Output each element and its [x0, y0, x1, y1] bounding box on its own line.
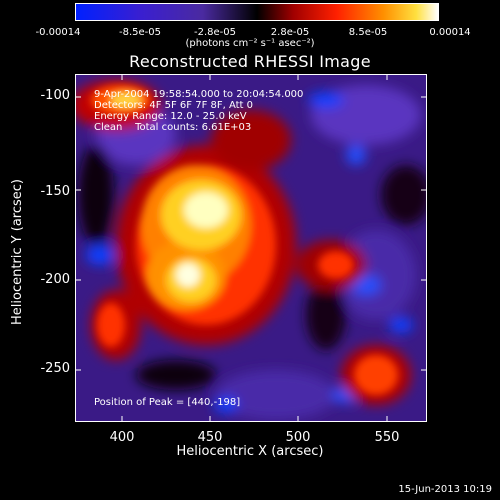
colorbar-tick-label: 2.8e-05: [270, 27, 310, 38]
x-axis-label: Heliocentric X (arcsec): [176, 444, 324, 459]
time-range-text: 9-Apr-2004 19:58:54.000 to 20:04:54.000: [94, 89, 304, 100]
colorbar-tick-label: 0.00014: [429, 27, 471, 38]
colorbar-tick-label: 8.5e-05: [348, 27, 388, 38]
x-tick-label: 550: [374, 430, 400, 445]
energy-range-text: Energy Range: 12.0 - 25.0 keV: [94, 111, 247, 122]
colorbar-gradient: [76, 4, 438, 20]
image-plot: 9-Apr-2004 19:58:54.000 to 20:04:54.000 …: [75, 74, 427, 422]
y-tick-label: -250: [40, 361, 70, 376]
clean-counts-text: Clean Total counts: 6.61E+03: [94, 122, 252, 133]
colorbar-tick-label: -0.00014: [35, 27, 81, 38]
rhessi-image: [76, 75, 426, 421]
timestamp-footer: 15-Jun-2013 10:19: [398, 484, 492, 495]
peak-position-text: Position of Peak = [440,-198]: [94, 397, 241, 408]
x-tick-label: 500: [285, 430, 311, 445]
y-tick-label: -150: [40, 184, 70, 199]
colorbar-units: (photons cm⁻² s⁻¹ asec⁻²): [185, 38, 315, 49]
image-title: Reconstructed RHESSI Image: [129, 52, 371, 71]
y-tick-label: -200: [40, 272, 70, 287]
x-tick-label: 450: [197, 430, 223, 445]
colorbar-tick-label: -2.8e-05: [194, 27, 236, 38]
colorbar: [75, 3, 439, 21]
colorbar-tick-label: -8.5e-05: [119, 27, 161, 38]
detectors-text: Detectors: 4F 5F 6F 7F 8F, Att 0: [94, 100, 254, 111]
x-tick-label: 400: [109, 430, 135, 445]
y-axis-label: Heliocentric Y (arcsec): [10, 179, 25, 325]
y-tick-label: -100: [40, 88, 70, 103]
